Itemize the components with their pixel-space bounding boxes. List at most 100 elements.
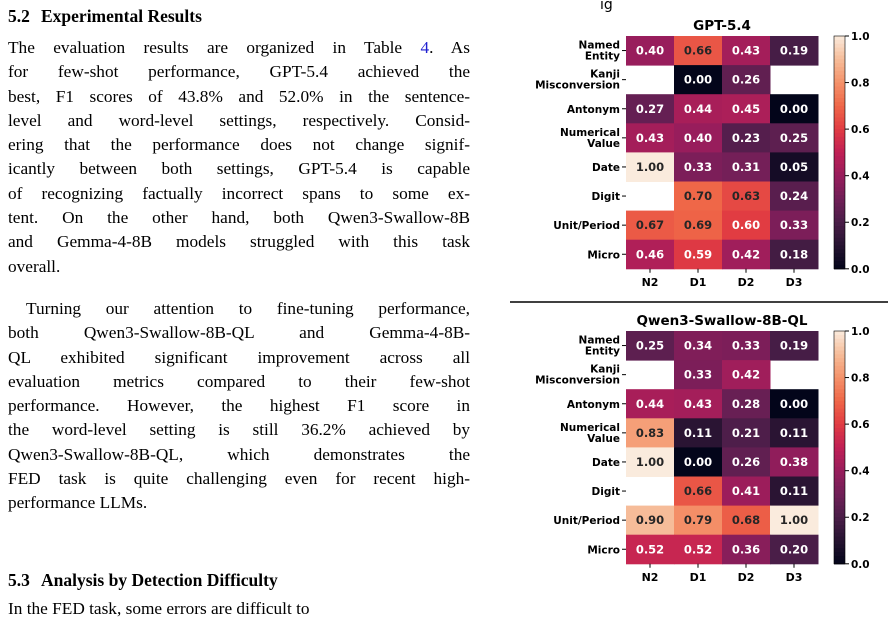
colorbar-segment [834, 191, 845, 196]
heatmap-cell [674, 181, 723, 212]
heatmap-cell [722, 505, 771, 536]
heatmap-cell [626, 152, 675, 182]
column-label: D2 [738, 276, 755, 289]
colorbar-segment [834, 373, 845, 379]
section-number: 5.2 [8, 6, 30, 26]
heatmap-cell [722, 447, 771, 477]
heatmap-cell [674, 123, 723, 153]
row-label: Micro [587, 249, 620, 261]
colorbar-segment [834, 540, 845, 545]
colorbar-segment [834, 210, 845, 216]
colorbar-tick-label: 0.4 [851, 171, 870, 183]
row-label: Misconversion [535, 80, 620, 92]
heatmap-cell [674, 94, 723, 124]
heatmap-cell [770, 476, 819, 507]
heatmap-cell [722, 239, 771, 270]
colorbar-segment [834, 331, 845, 336]
heatmap-cell [770, 534, 819, 565]
cell-value-label: 0.90 [636, 513, 664, 527]
colorbar-segment [834, 439, 845, 445]
cell-value-label: 0.63 [732, 189, 760, 203]
row-label: Date [592, 457, 620, 469]
cell-value-label: 0.33 [732, 339, 760, 353]
text-line: Qwen3-Swallow-8B-QL, which demonstrates … [8, 443, 470, 467]
heatmap-cell [722, 181, 771, 212]
colorbar-segment [834, 478, 845, 483]
heatmap-cell [770, 181, 819, 212]
heatmap-cell [626, 534, 675, 565]
heatmap-cell [770, 447, 819, 477]
text-line: tent. On the other hand, both Qwen3-Swal… [8, 206, 470, 230]
colorbar-tick-label: 0.0 [851, 264, 870, 276]
cell-value-label: 0.05 [780, 160, 808, 174]
heatmap-cell [674, 360, 723, 390]
text-line: of recognizing factually incorrect spans… [8, 182, 470, 206]
figure-heatmaps: ig GPT-5.4 0.40 0.66 0.43 0.19 0.00 0.26 0.27 0.… [500, 0, 888, 608]
text-line: the word-level setting is still 36.2% ac… [8, 418, 470, 442]
cell-value-label: 0.43 [684, 397, 712, 411]
cell-value-label: 0.45 [732, 102, 760, 116]
table-ref-link[interactable]: 4 [420, 38, 430, 57]
cell-value-label: 1.00 [780, 513, 808, 527]
text-segment: the word-level setting is still 36.2% ac… [8, 420, 470, 440]
row-label: Misconversion [535, 375, 620, 387]
colorbar-segment [834, 365, 845, 371]
colorbar-segment [834, 144, 845, 150]
cell-value-label: 0.42 [732, 368, 760, 382]
heatmap-cell [674, 331, 723, 361]
colorbar-segment [834, 486, 845, 491]
cell-value-label: 0.00 [684, 73, 712, 87]
text-line: level and word-level settings, respectiv… [8, 109, 470, 133]
cell-value-label: 0.60 [732, 218, 760, 232]
cell-value-label: 0.68 [732, 513, 760, 527]
colorbar-segment [834, 253, 845, 258]
colorbar-frame [833, 35, 846, 270]
colorbar-tick-label: 0.6 [851, 124, 870, 136]
row-label: Kanji [590, 69, 620, 81]
colorbar-segment [834, 117, 845, 122]
heatmap-cell [674, 505, 723, 536]
cell-value-label: 0.11 [684, 426, 712, 440]
colorbar-segment [834, 369, 845, 375]
colorbar-segment [834, 505, 845, 511]
text-segment: ering that the performance does not chan… [8, 135, 470, 155]
heatmap-cell [722, 360, 771, 390]
cell-value-label: 0.42 [732, 247, 760, 261]
cell-value-label: 0.43 [636, 131, 664, 145]
colorbar-segment [834, 482, 845, 487]
colorbar-segment [834, 424, 845, 429]
colorbar-segment [834, 342, 845, 348]
colorbar-segment [834, 222, 845, 227]
colorbar-segment [834, 381, 845, 386]
cell-value-label: 0.83 [636, 426, 664, 440]
heatmap-cell [722, 65, 771, 95]
heatmap-cell [770, 123, 819, 153]
text-line: performance LLMs. [8, 491, 470, 515]
colorbar-segment [834, 428, 845, 433]
cell-value-label: 0.38 [780, 455, 808, 469]
cell-value-label: 1.00 [636, 455, 664, 469]
text-line: Turning our attention to fine-tuning per… [8, 297, 470, 321]
cell-value-label: 0.52 [684, 542, 712, 556]
heatmap-cell [674, 476, 723, 507]
paragraph-partial: In the FED task, some errors are difficu… [8, 597, 470, 621]
colorbar-segment [834, 377, 845, 383]
colorbar-segment [834, 466, 845, 472]
cell-value-label: 0.46 [636, 247, 664, 261]
colorbar-segment [834, 105, 845, 111]
heatmap-cell [674, 389, 723, 419]
text-line: FED task is quite challenging even for r… [8, 467, 470, 491]
colorbar-segment [834, 206, 845, 212]
cell-value-label: 0.33 [780, 218, 808, 232]
colorbar-frame [833, 330, 846, 565]
cell-value-label: 0.69 [684, 218, 712, 232]
colorbar-segment [834, 548, 845, 553]
colorbar-segment [834, 59, 845, 64]
row-label: Micro [587, 544, 620, 556]
colorbar-segment [834, 198, 845, 204]
colorbar-segment [834, 218, 845, 223]
column-label: N2 [642, 276, 659, 289]
colorbar-segment [834, 525, 845, 530]
colorbar-segment [834, 350, 845, 355]
colorbar-segment [834, 532, 845, 538]
